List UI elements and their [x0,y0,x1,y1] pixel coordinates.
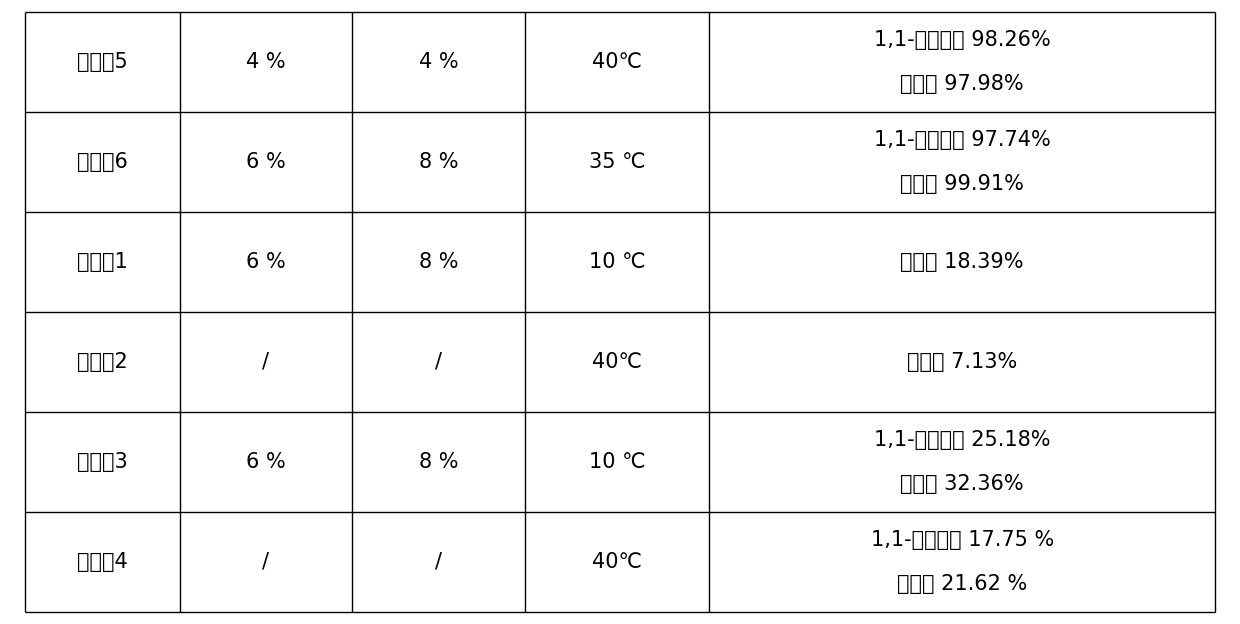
Text: 40℃: 40℃ [591,352,642,372]
Text: 氯乙烯 97.98%: 氯乙烯 97.98% [900,74,1024,94]
Text: 10 ℃: 10 ℃ [589,452,645,472]
Text: 8 %: 8 % [419,152,459,172]
Text: 氯乙烯 32.36%: 氯乙烯 32.36% [900,474,1024,494]
Text: /: / [435,352,441,372]
Text: 40℃: 40℃ [591,52,642,72]
Text: 6 %: 6 % [246,252,285,272]
Text: 40℃: 40℃ [591,552,642,572]
Text: 氯乙烯 21.62 %: 氯乙烯 21.62 % [897,573,1028,593]
Text: 8 %: 8 % [419,452,459,472]
Text: 对比例4: 对比例4 [77,552,128,572]
Text: 1,1-二氯乙烷 98.26%: 1,1-二氯乙烷 98.26% [874,31,1050,51]
Text: 六六六 18.39%: 六六六 18.39% [900,252,1024,272]
Text: 4 %: 4 % [246,52,285,72]
Text: 1,1-二氯乙烷 97.74%: 1,1-二氯乙烷 97.74% [874,130,1050,150]
Text: 6 %: 6 % [246,452,285,472]
Text: /: / [263,552,269,572]
Text: /: / [435,552,441,572]
Text: /: / [263,352,269,372]
Text: 1,1-二氯乙烷 17.75 %: 1,1-二氯乙烷 17.75 % [870,530,1054,550]
Text: 10 ℃: 10 ℃ [589,252,645,272]
Text: 4 %: 4 % [419,52,459,72]
Text: 氯乙烯 99.91%: 氯乙烯 99.91% [900,174,1024,194]
Text: 8 %: 8 % [419,252,459,272]
Text: 实施例5: 实施例5 [77,52,128,72]
Text: 1,1-二氯乙烷 25.18%: 1,1-二氯乙烷 25.18% [874,430,1050,450]
Text: 实施例6: 实施例6 [77,152,128,172]
Text: 对比例1: 对比例1 [77,252,128,272]
Text: 六六六 7.13%: 六六六 7.13% [908,352,1017,372]
Text: 6 %: 6 % [246,152,285,172]
Text: 对比例3: 对比例3 [77,452,128,472]
Text: 对比例2: 对比例2 [77,352,128,372]
Text: 35 ℃: 35 ℃ [589,152,645,172]
